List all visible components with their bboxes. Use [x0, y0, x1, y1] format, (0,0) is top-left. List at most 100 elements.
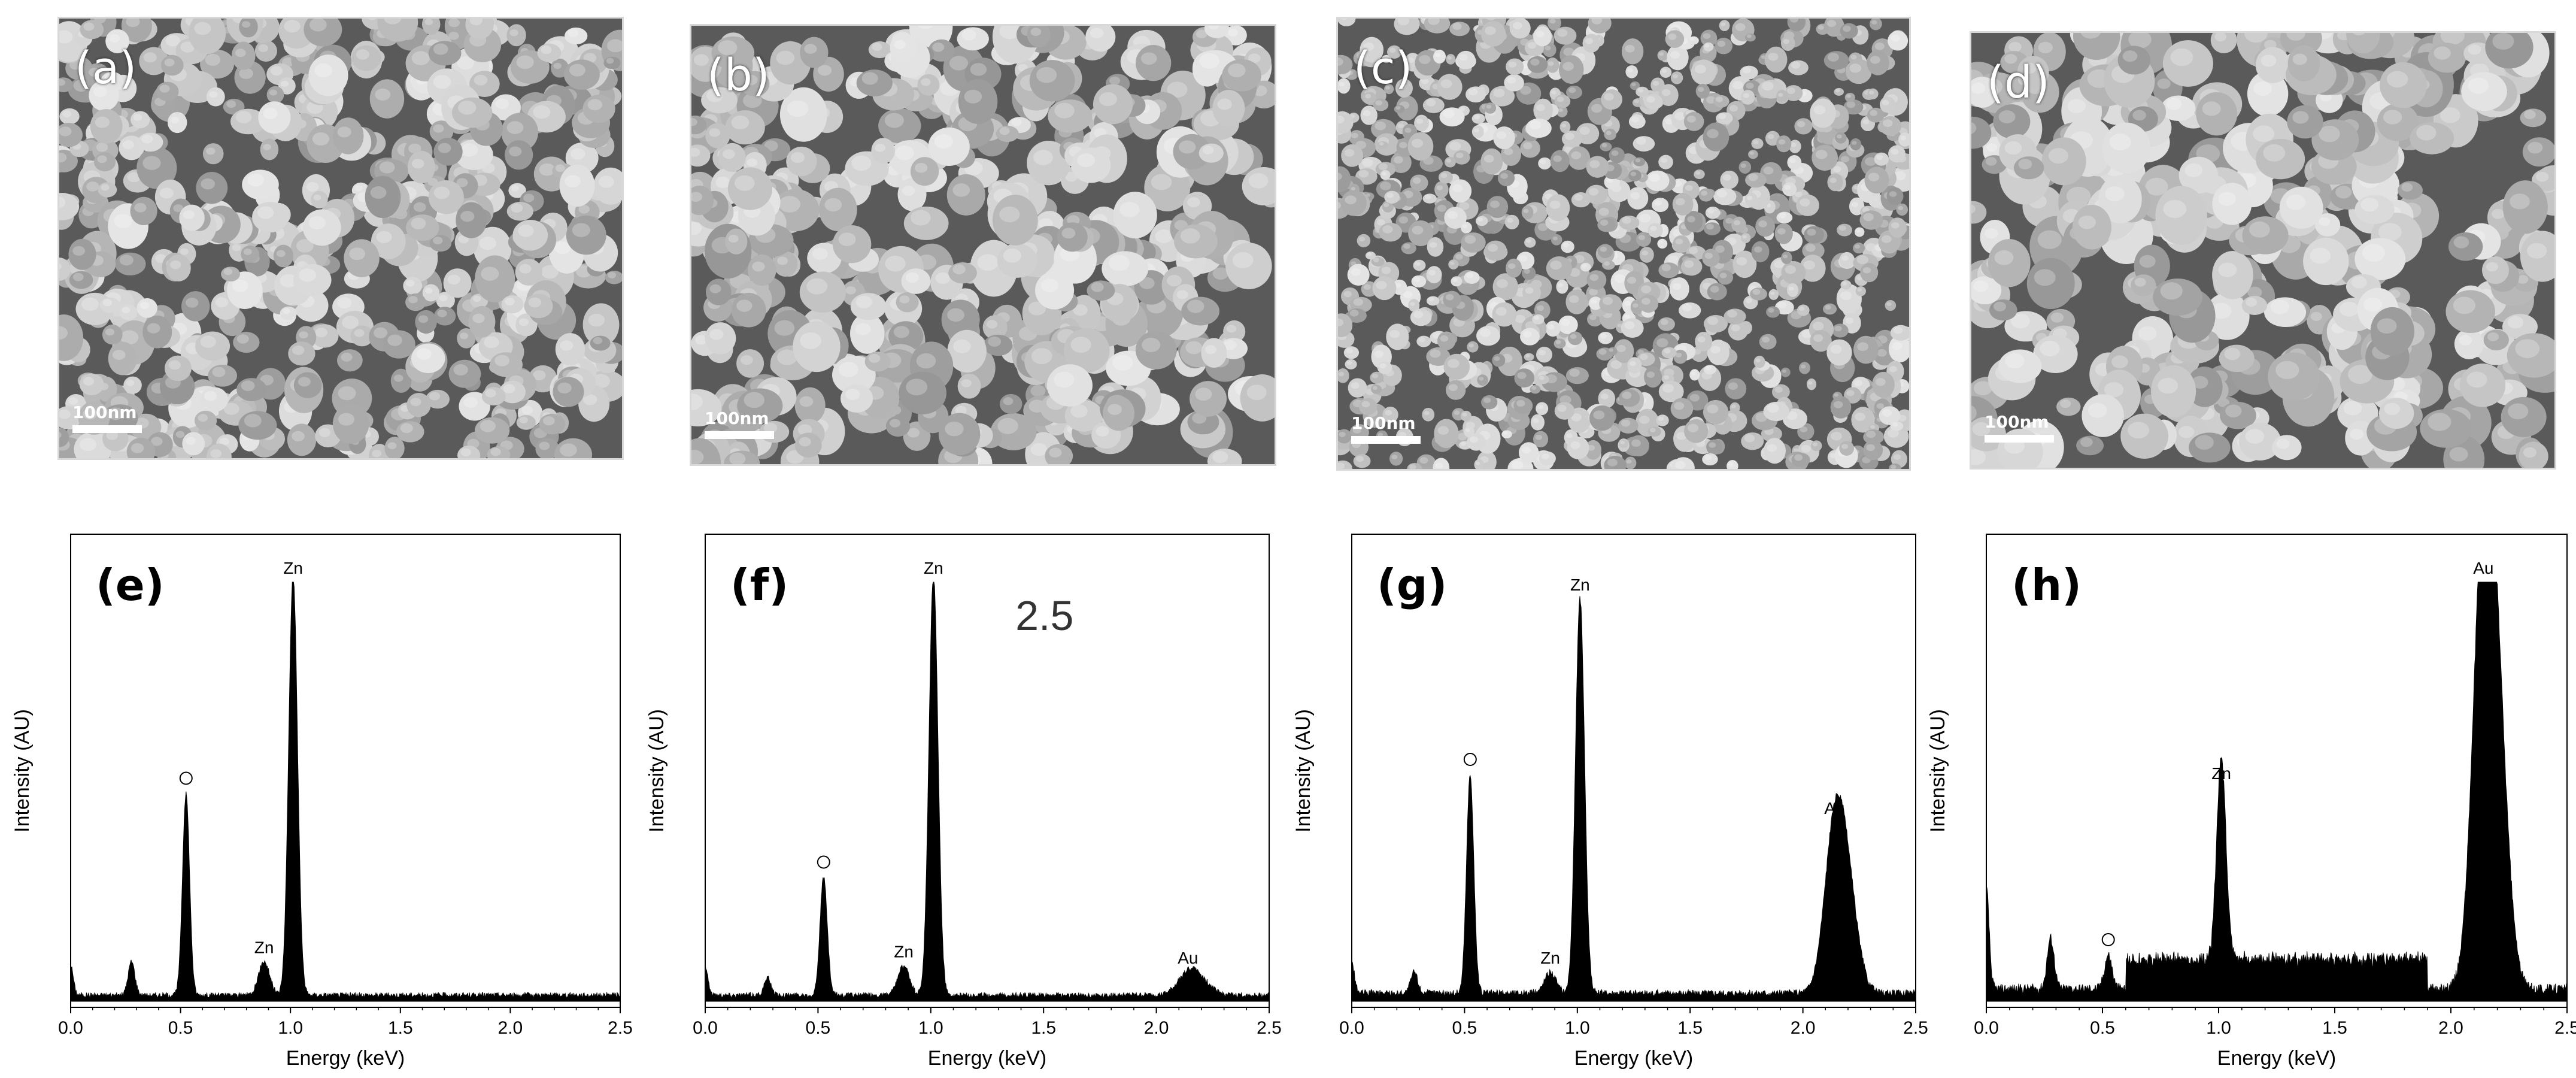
nanoparticle	[1437, 331, 1456, 350]
nanoparticle-highlight	[1346, 361, 1352, 365]
nanoparticle-highlight	[1641, 285, 1652, 293]
nanoparticle-highlight	[1818, 25, 1824, 30]
nanoparticle	[1898, 132, 1909, 147]
nanoparticle-highlight	[1418, 337, 1425, 343]
nanoparticle-highlight	[1704, 455, 1712, 461]
nanoparticle	[1341, 144, 1364, 167]
plot-frame	[1986, 534, 2568, 1008]
nanoparticle-highlight	[1843, 25, 1851, 32]
nanoparticle	[1558, 55, 1584, 84]
nanoparticle-highlight	[1339, 432, 1346, 437]
nanoparticle	[487, 446, 511, 458]
nanoparticle-highlight	[418, 315, 429, 323]
nanoparticle-highlight	[986, 320, 998, 329]
nanoparticle-highlight	[1452, 23, 1462, 30]
nanoparticle	[1703, 365, 1717, 374]
nanoparticle-highlight	[372, 450, 382, 458]
nanoparticle	[725, 110, 765, 145]
nanoparticle	[948, 262, 977, 284]
nanoparticle	[2428, 43, 2466, 73]
nanoparticle-highlight	[2163, 199, 2187, 219]
nanoparticle-highlight	[1446, 159, 1452, 163]
nanoparticle-highlight	[1833, 401, 1843, 408]
nanoparticle	[1971, 276, 2002, 305]
nanoparticle-highlight	[1621, 419, 1631, 427]
nanoparticle	[1416, 335, 1431, 347]
nanoparticle-highlight	[269, 89, 277, 96]
nanoparticle-highlight	[953, 339, 971, 353]
nanoparticle-highlight	[1661, 68, 1667, 73]
nanoparticle-highlight	[1403, 243, 1410, 249]
nanoparticle-highlight	[1440, 172, 1448, 178]
plot-frame	[705, 534, 1270, 1008]
nanoparticle	[1683, 419, 1709, 443]
nanoparticle-highlight	[1838, 225, 1846, 231]
nanoparticle-highlight	[393, 374, 403, 382]
nanoparticle-highlight	[1732, 81, 1743, 90]
nanoparticle-highlight	[1649, 428, 1656, 433]
nanoparticle-highlight	[2510, 193, 2530, 210]
nanoparticle-highlight	[916, 353, 936, 369]
nanoparticle-highlight	[206, 147, 216, 155]
nanoparticle	[1845, 59, 1872, 84]
nanoparticle	[2303, 237, 2349, 286]
nanoparticle	[160, 54, 184, 76]
nanoparticle-highlight	[1375, 100, 1382, 106]
nanoparticle	[302, 209, 341, 246]
nanoparticle	[1389, 452, 1403, 466]
nanoparticle-highlight	[1412, 177, 1421, 184]
x-tick-label: 2.5	[1903, 1018, 1928, 1038]
plot-frame	[70, 534, 621, 1008]
nanoparticle	[691, 389, 722, 427]
nanoparticle-highlight	[1971, 449, 1986, 465]
nanoparticle	[1449, 22, 1470, 37]
nanoparticle-highlight	[1049, 447, 1062, 458]
nanoparticle	[59, 122, 83, 147]
nanoparticle	[421, 19, 441, 35]
nanoparticle-highlight	[914, 162, 928, 173]
nanoparticle-highlight	[1841, 444, 1849, 449]
nanoparticle	[332, 117, 364, 155]
nanoparticle-highlight	[1531, 386, 1537, 390]
nanoparticle	[515, 259, 542, 286]
nanoparticle-highlight	[1488, 244, 1498, 252]
nanoparticle	[779, 87, 827, 142]
nanoparticle-highlight	[2292, 53, 2307, 65]
nanoparticle-highlight	[1363, 284, 1371, 290]
nanoparticle-highlight	[1985, 157, 1997, 166]
nanoparticle	[2354, 238, 2406, 280]
nanoparticle-highlight	[528, 297, 542, 308]
nanoparticle	[1586, 156, 1609, 178]
nanoparticle-highlight	[1973, 381, 1992, 396]
nanoparticle	[1835, 132, 1847, 144]
nanoparticle	[457, 328, 476, 349]
nanoparticle	[1027, 26, 1051, 47]
nanoparticle-highlight	[2319, 217, 2331, 226]
nanoparticle	[807, 243, 842, 274]
nanoparticle	[1741, 432, 1764, 450]
nanoparticle	[384, 437, 405, 458]
nanoparticle	[365, 175, 401, 219]
nanoparticle-highlight	[997, 417, 1018, 434]
nanoparticle-highlight	[1868, 172, 1880, 181]
nanoparticle	[1786, 283, 1799, 297]
nanoparticle	[1607, 347, 1618, 356]
nanoparticle-highlight	[1428, 19, 1440, 25]
nanoparticle	[896, 292, 919, 313]
nanoparticle-highlight	[1617, 323, 1622, 328]
nanoparticle	[1377, 361, 1392, 374]
nanoparticle-highlight	[1813, 105, 1826, 115]
nanoparticle-highlight	[1534, 316, 1540, 320]
nanoparticle-highlight	[175, 431, 185, 438]
nanoparticle	[179, 204, 205, 231]
nanoparticle-highlight	[1566, 433, 1573, 438]
nanoparticle-highlight	[1516, 399, 1525, 407]
nanoparticle	[1781, 251, 1792, 265]
nanoparticle-highlight	[1493, 88, 1505, 98]
nanoparticle	[457, 445, 481, 458]
nanoparticle-highlight	[83, 377, 95, 386]
nanoparticle-highlight	[1558, 108, 1564, 113]
nanoparticle	[101, 71, 123, 89]
nanoparticle	[1867, 50, 1889, 75]
nanoparticle	[1390, 152, 1412, 174]
